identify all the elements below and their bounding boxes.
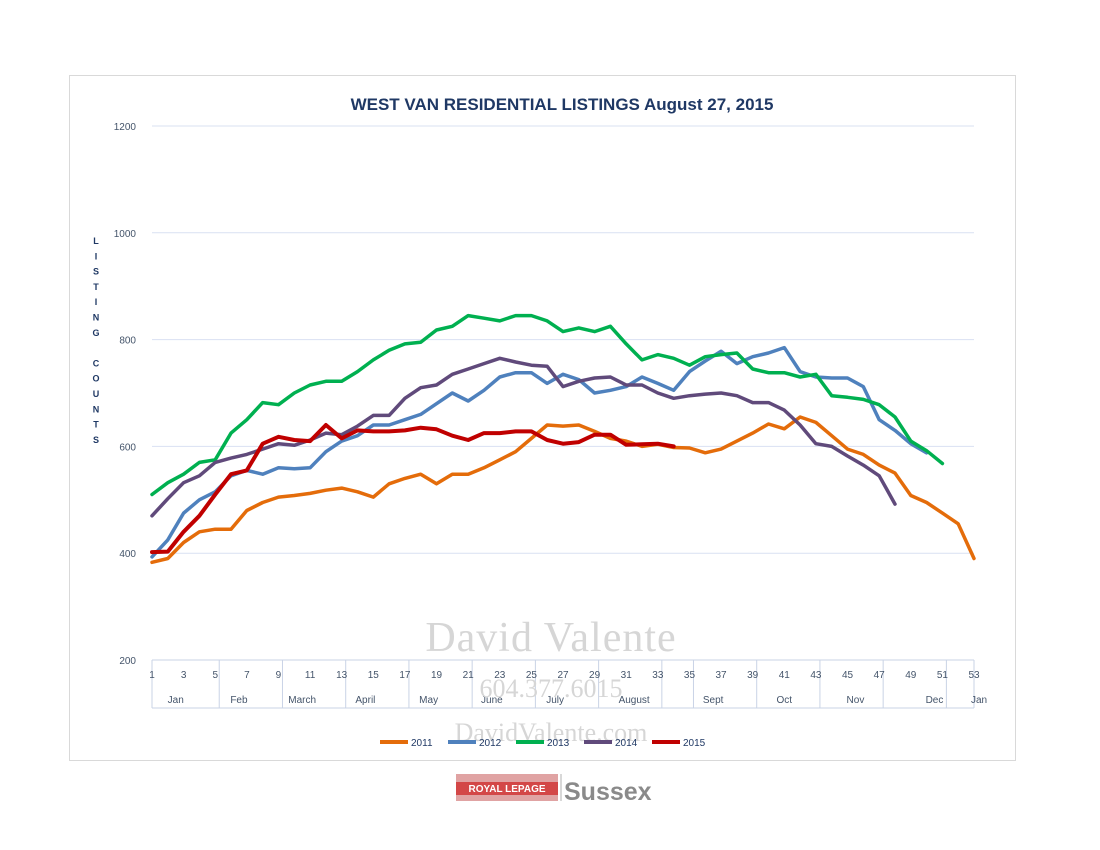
watermark-phone: 604.377.6015 <box>480 674 623 703</box>
y-axis-title-letter: G <box>92 328 99 338</box>
logo-bar-bottom <box>456 795 558 801</box>
royal-lepage-logo: ROYAL LEPAGE Sussex <box>456 774 652 806</box>
y-axis-title-letter: O <box>92 374 99 384</box>
series-line-2014 <box>150 356 897 518</box>
x-tick-label: 21 <box>463 670 475 681</box>
watermark: David Valente 604.377.6015 DavidValente.… <box>425 615 676 747</box>
y-tick-label: 200 <box>119 656 136 667</box>
x-tick-label: 51 <box>937 670 949 681</box>
x-month-label: Dec <box>926 695 944 706</box>
x-axis: 1 3 5 7 9 11 13 15 17 19 21 23 25 27 29 31 33 35 37 39 41 43 4… <box>149 659 987 709</box>
legend-label: 2015 <box>683 738 706 749</box>
y-axis-title-letter: C <box>93 358 100 368</box>
x-tick-label: 29 <box>589 670 601 681</box>
x-month-label: May <box>419 695 438 706</box>
x-tick-label: 35 <box>684 670 696 681</box>
x-tick-label: 43 <box>810 670 822 681</box>
y-axis-title-letter: N <box>93 404 100 414</box>
y-axis-title-letter: I <box>95 251 98 261</box>
x-tick-label: 5 <box>212 670 218 681</box>
series-line-2013 <box>150 313 945 497</box>
x-tick-label: 47 <box>874 670 886 681</box>
chart-frame <box>69 75 1016 761</box>
x-tick-label: 25 <box>526 670 538 681</box>
y-tick-label: 1200 <box>114 122 137 133</box>
y-axis-title-letter: T <box>93 282 99 292</box>
x-tick-label: 15 <box>368 670 380 681</box>
x-tick-label: 23 <box>494 670 506 681</box>
legend-label: 2014 <box>615 738 638 749</box>
legend: 2011 2012 2013 2014 2015 <box>380 738 706 749</box>
x-tick-label: 11 <box>305 670 316 681</box>
x-month-label: April <box>355 695 375 706</box>
watermark-name: David Valente <box>425 615 676 661</box>
series-line-2012 <box>150 345 929 559</box>
watermark-site: DavidValente.com <box>455 718 648 747</box>
x-month-label: March <box>288 695 316 706</box>
x-tick-label: 7 <box>244 670 250 681</box>
x-tick-label: 27 <box>557 670 569 681</box>
x-month-label: Sept <box>703 695 724 706</box>
x-month-label: Nov <box>847 695 865 706</box>
x-tick-label: 9 <box>276 670 282 681</box>
y-tick-label: 800 <box>119 336 136 347</box>
x-month-label: June <box>481 695 503 706</box>
x-tick-label: 31 <box>621 670 633 681</box>
gridlines <box>152 125 974 554</box>
x-tick-label: 3 <box>181 670 187 681</box>
y-axis-ticks: 200 400 600 800 1000 1200 <box>114 122 137 667</box>
y-tick-label: 600 <box>119 442 136 453</box>
y-tick-label: 1000 <box>114 229 137 240</box>
series-lines <box>150 313 976 565</box>
y-tick-label: 400 <box>119 549 136 560</box>
x-month-label: Jan <box>168 695 184 706</box>
x-month-label: Jan <box>971 695 987 706</box>
y-axis-title-letter: U <box>93 389 100 399</box>
x-tick-label: 13 <box>336 670 348 681</box>
legend-label: 2013 <box>547 738 570 749</box>
legend-label: 2012 <box>479 738 502 749</box>
y-axis-title-letter: N <box>93 313 100 323</box>
y-axis-title-letter: L <box>93 236 99 246</box>
logo-brand-text: ROYAL LEPAGE <box>468 784 545 795</box>
x-tick-label: 19 <box>431 670 443 681</box>
x-month-label: Feb <box>230 695 248 706</box>
chart-title: WEST VAN RESIDENTIAL LISTINGS August 27,… <box>351 95 774 114</box>
logo-sussex-text: Sussex <box>564 778 652 806</box>
x-month-label: Oct <box>777 695 793 706</box>
logo-bar-top <box>456 774 558 782</box>
x-tick-label: 39 <box>747 670 759 681</box>
x-tick-label: 41 <box>779 670 791 681</box>
logo-box <box>456 782 558 795</box>
y-axis-title-letter: I <box>95 297 98 307</box>
x-tick-label: 17 <box>399 670 411 681</box>
x-tick-label: 45 <box>842 670 854 681</box>
series-line-2015 <box>150 423 676 555</box>
x-tick-label: 49 <box>905 670 917 681</box>
x-tick-label: 33 <box>652 670 664 681</box>
y-axis-title-letter: S <box>93 435 99 445</box>
x-tick-label: 53 <box>968 670 980 681</box>
x-tick-label: 1 <box>149 670 155 681</box>
x-tick-label: 37 <box>716 670 728 681</box>
x-month-label: August <box>619 695 650 706</box>
y-axis-title-letter: S <box>93 267 99 277</box>
x-month-label: July <box>546 695 564 706</box>
legend-label: 2011 <box>411 738 433 749</box>
series-line-2011 <box>150 415 976 565</box>
y-axis-title-letter: T <box>93 420 99 430</box>
